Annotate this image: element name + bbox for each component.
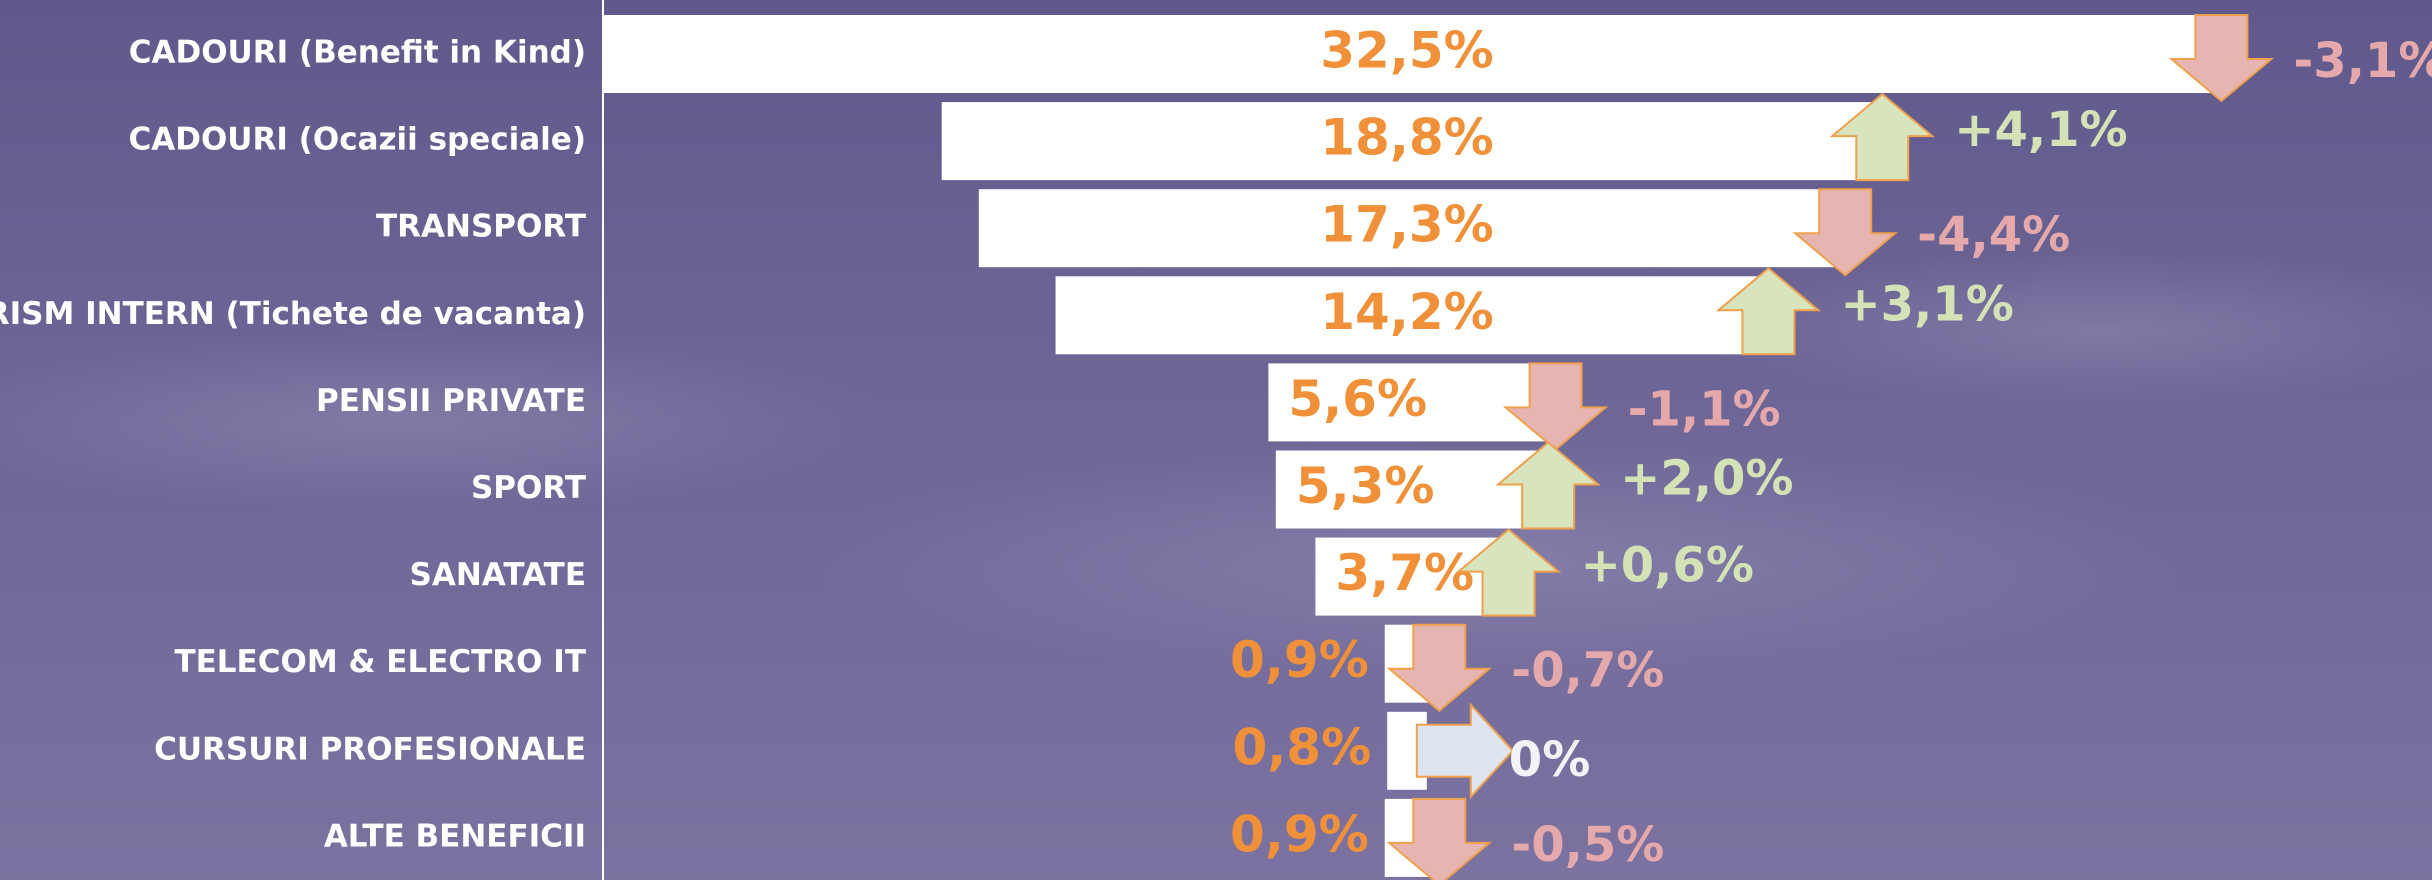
change-label: +0,6%	[1581, 538, 1754, 594]
change-label: +3,1%	[1840, 276, 2013, 332]
value-label: 5,6%	[1288, 370, 1427, 428]
value-label: 17,3%	[1320, 196, 1493, 254]
value-label: 0,9%	[1230, 805, 1369, 863]
category-label: TELECOM & ELECTRO IT	[174, 644, 586, 680]
chart: CADOURI (Benefit in Kind) 32,5% -3,1% CADOU…	[0, 0, 2432, 880]
value-label: 14,2%	[1320, 283, 1493, 341]
category-label: TURISM INTERN (Tichete de vacanta)	[0, 296, 586, 332]
change-label: -4,4%	[1917, 207, 2070, 263]
change-label: -0,7%	[1511, 643, 1664, 699]
change-label: -0,5%	[1511, 817, 1664, 873]
category-label: ALTE BENEFICII	[324, 818, 586, 854]
category-label: CADOURI (Benefit in Kind)	[129, 35, 586, 71]
change-label: -3,1%	[2293, 33, 2432, 89]
value-label: 18,8%	[1320, 109, 1493, 167]
value-label: 3,7%	[1335, 544, 1474, 602]
category-label: TRANSPORT	[376, 209, 586, 245]
value-label: 0,8%	[1233, 718, 1372, 776]
category-label: PENSII PRIVATE	[316, 383, 586, 419]
change-label: +4,1%	[1954, 102, 2127, 158]
value-label: 0,9%	[1230, 631, 1369, 689]
category-label: CURSURI PROFESIONALE	[154, 731, 586, 767]
value-label: 32,5%	[1320, 22, 1493, 80]
change-label: +2,0%	[1620, 451, 1793, 507]
category-label: SPORT	[471, 470, 586, 506]
category-label: CADOURI (Ocazii speciale)	[128, 122, 586, 158]
value-label: 5,3%	[1296, 457, 1435, 515]
category-label: SANATATE	[410, 557, 587, 593]
page: CADOURI (Benefit in Kind) 32,5% -3,1% CADOU…	[0, 0, 2432, 880]
change-label: 0%	[1509, 732, 1591, 788]
change-label: -1,1%	[1628, 381, 1781, 437]
